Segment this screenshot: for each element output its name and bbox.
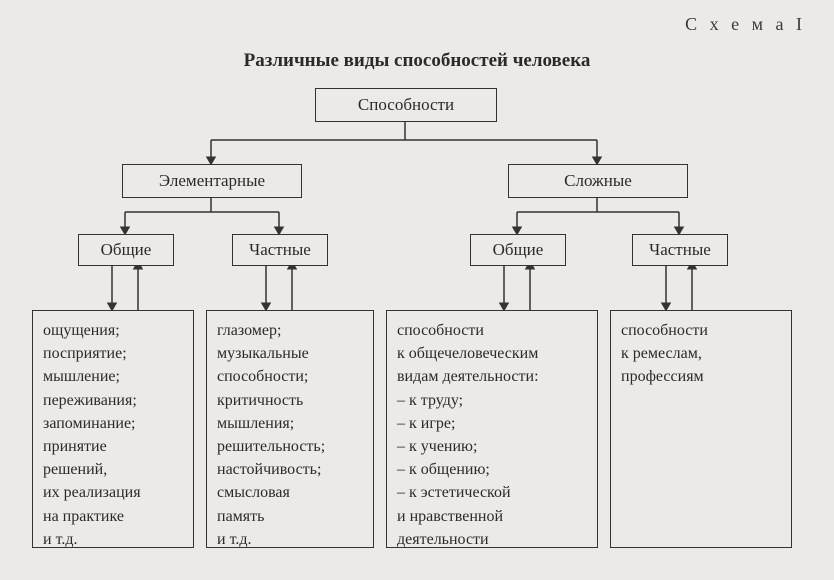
node-label: Частные [649, 240, 711, 260]
node-root: Способности [315, 88, 497, 122]
node-label: Общие [493, 240, 544, 260]
node-c-common: Общие [470, 234, 566, 266]
detail-e-private: глазомер; музыкальные способности; крити… [206, 310, 374, 548]
node-label: Общие [101, 240, 152, 260]
node-label: Элементарные [159, 171, 265, 191]
diagram-title: Различные виды способностей человека [0, 50, 834, 72]
node-elementary: Элементарные [122, 164, 302, 198]
scheme-label: С х е м а I [685, 14, 806, 35]
node-c-private: Частные [632, 234, 728, 266]
node-label: Частные [249, 240, 311, 260]
page: С х е м а I Различные виды способностей … [0, 0, 834, 580]
node-e-private: Частные [232, 234, 328, 266]
detail-e-common: ощущения; посприятие; мышление; пережива… [32, 310, 194, 548]
node-label: Способности [358, 95, 454, 115]
detail-c-common: способности к общечеловеческим видам дея… [386, 310, 598, 548]
node-complex: Сложные [508, 164, 688, 198]
detail-c-private: способности к ремеслам, профессиям [610, 310, 792, 548]
node-e-common: Общие [78, 234, 174, 266]
node-label: Сложные [564, 171, 632, 191]
